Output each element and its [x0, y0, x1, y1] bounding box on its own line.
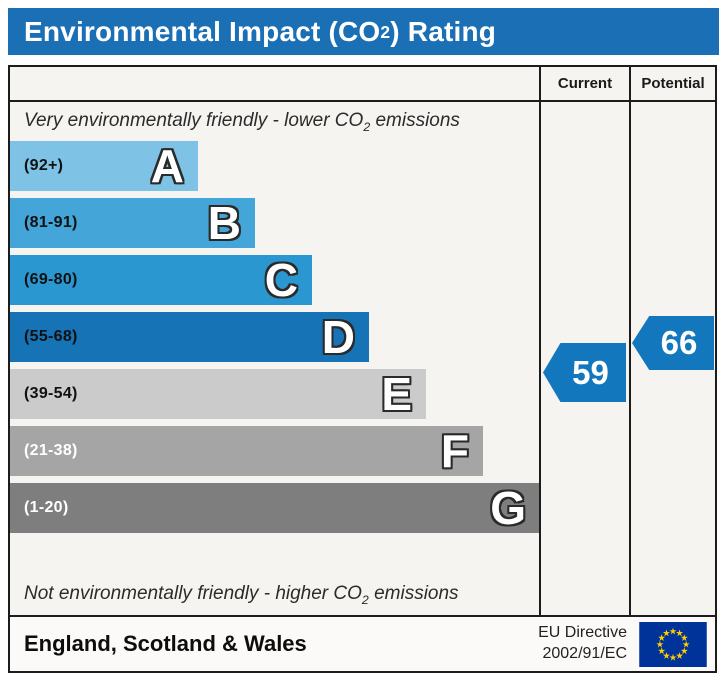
band-letter: E — [381, 368, 412, 420]
band-row: (92+) A — [10, 141, 539, 191]
footer-bar: England, Scotland & Wales EU Directive 2… — [10, 615, 715, 671]
chart-title: Environmental Impact (CO 2) Rating — [8, 8, 719, 55]
band-letter: B — [207, 197, 241, 249]
band-bar: (21-38) F — [10, 426, 483, 476]
eu-directive-label: EU Directive 2002/91/EC — [538, 624, 627, 662]
band-range-label: (81-91) — [24, 214, 78, 231]
band-row: (1-20) G — [10, 483, 539, 533]
chart-title-text: Environmental Impact (CO — [24, 15, 381, 47]
band-range-label: (21-38) — [24, 442, 78, 459]
band-row: (55-68) D — [10, 312, 539, 362]
band-range-label: (69-80) — [24, 271, 78, 288]
band-row: (81-91) B — [10, 198, 539, 248]
bottom-scale-note: Not environmentally friendly - higher CO… — [24, 583, 459, 607]
band-row: (69-80) C — [10, 255, 539, 305]
bands-list: (92+) A (81-91) B (69-80) C (55-68) D (3… — [10, 141, 539, 540]
potential-column-header: Potential — [629, 67, 715, 102]
current-column-header: Current — [539, 67, 629, 102]
band-bar: (81-91) B — [10, 198, 255, 248]
bands-area: Very environmentally friendly - lower CO… — [10, 102, 539, 615]
band-bar: (55-68) D — [10, 312, 369, 362]
band-range-label: (55-68) — [24, 328, 78, 345]
band-range-label: (39-54) — [24, 385, 78, 402]
header-spacer — [10, 67, 539, 102]
band-row: (39-54) E — [10, 369, 539, 419]
band-letter: D — [321, 311, 355, 363]
band-bar: (39-54) E — [10, 369, 426, 419]
band-row: (21-38) F — [10, 426, 539, 476]
band-letter: C — [264, 254, 298, 306]
band-bar: (69-80) C — [10, 255, 312, 305]
current-rating-marker: 59 — [543, 343, 626, 402]
chart-title-text-end: ) Rating — [390, 15, 497, 47]
band-bar: (1-20) G — [10, 483, 539, 533]
rating-table: Current Potential Very environmentally f… — [8, 65, 717, 673]
current-rating-value: 59 — [572, 353, 609, 391]
band-range-label: (92+) — [24, 157, 64, 174]
eu-flag-icon — [639, 621, 707, 667]
band-bar: (92+) A — [10, 141, 198, 191]
top-scale-note: Very environmentally friendly - lower CO… — [24, 110, 460, 134]
band-letter: A — [150, 140, 184, 192]
band-range-label: (1-20) — [24, 499, 69, 516]
band-letter: G — [490, 482, 526, 534]
potential-rating-marker: 66 — [632, 316, 714, 370]
region-label: England, Scotland & Wales — [24, 631, 307, 656]
band-letter: F — [440, 425, 469, 477]
potential-rating-value: 66 — [660, 324, 698, 361]
potential-rating-cell: 66 — [629, 102, 715, 615]
current-rating-cell: 59 — [539, 102, 629, 615]
